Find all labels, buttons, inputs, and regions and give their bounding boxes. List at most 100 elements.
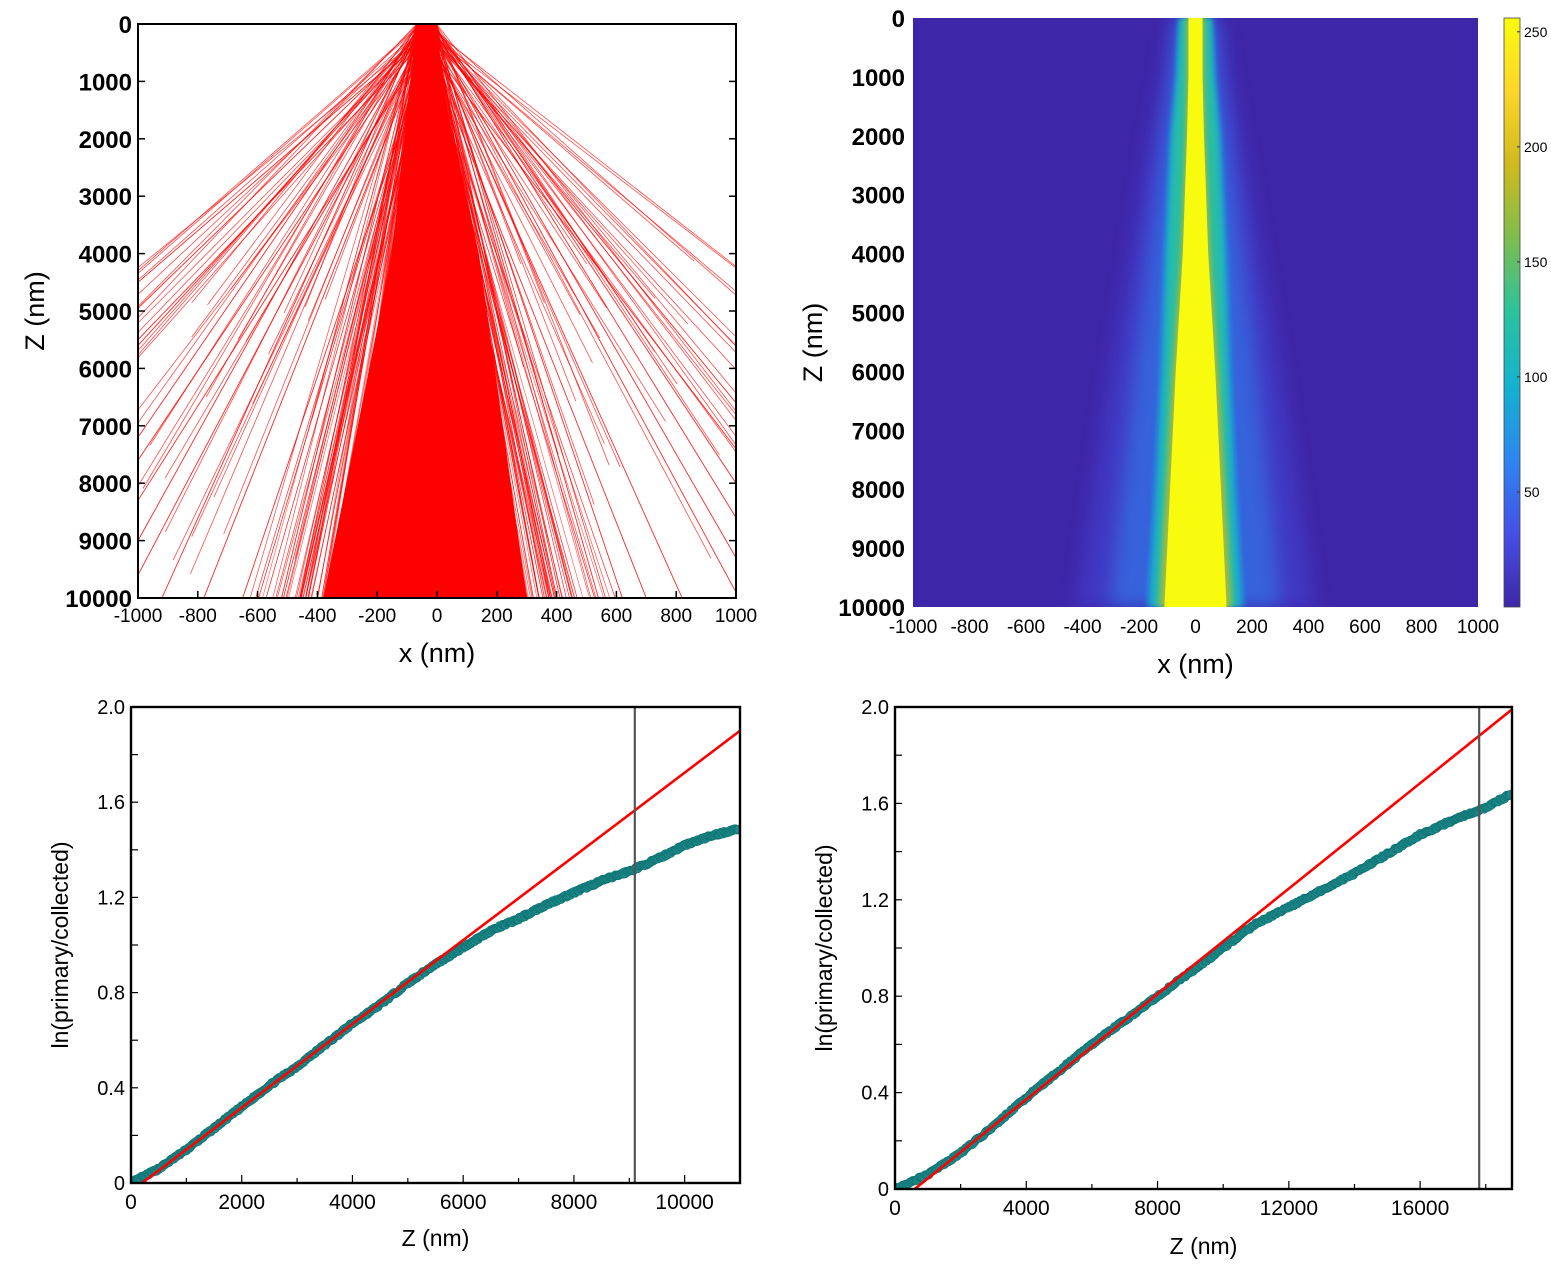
trajectory-line: [394, 29, 427, 598]
colorbar-tick-label: 100: [1524, 369, 1548, 385]
y-tick-label: 1.6: [97, 792, 125, 814]
x-axis-label: x (nm): [1157, 649, 1234, 679]
x-tick-label: 8000: [1134, 1197, 1181, 1220]
trajectory-line: [417, 24, 736, 370]
trajectory-line: [385, 24, 418, 598]
y-tick-label: 8000: [852, 477, 905, 504]
y-tick-label: 6000: [79, 356, 132, 383]
trajectory-line: [421, 24, 588, 265]
x-tick-label: 0: [432, 606, 443, 627]
x-tick-label: -800: [179, 606, 217, 627]
x-tick-label: 0: [889, 1197, 901, 1220]
trajectory-line: [433, 24, 474, 598]
x-tick-label: 800: [660, 606, 692, 627]
trajectory-line: [205, 24, 418, 398]
trajectory-line: [418, 29, 575, 598]
intensity-heatmap-panel: 50 100 150 200 250 -1000 -800 -600 -400 -200 0 200 4…: [776, 0, 1551, 680]
y-tick-label: 9000: [79, 529, 132, 556]
trajectory-line: [230, 24, 430, 290]
trajectory-line: [138, 24, 435, 411]
trajectory-line: [433, 24, 720, 456]
y-tick-label: 1000: [852, 65, 905, 92]
trajectory-line: [358, 29, 417, 598]
trajectory-line: [138, 29, 437, 501]
x-tick-label: 400: [541, 606, 573, 627]
plume-core: [1164, 18, 1227, 607]
trajectory-line: [420, 24, 555, 598]
trajectory-line: [428, 24, 736, 296]
y-tick-label: 1.2: [861, 890, 889, 912]
y-tick-label: 1.6: [861, 793, 889, 815]
trajectory-line: [367, 24, 432, 598]
trajectory-line: [421, 24, 425, 598]
trajectory-line: [149, 24, 422, 446]
trajectory-line: [417, 24, 460, 598]
trajectory-line: [337, 24, 427, 598]
x-tick-label: -600: [239, 606, 277, 627]
trajectory-line: [432, 24, 443, 598]
y-tick-label: 2.0: [97, 697, 125, 719]
x-tick-label: -200: [358, 606, 396, 627]
trajectory-line: [249, 24, 419, 598]
x-tick-label: -800: [950, 617, 988, 638]
y-tick-label: 0.4: [861, 1083, 889, 1105]
trajectory-line: [138, 29, 418, 438]
x-tick-label: 200: [1236, 617, 1268, 638]
trajectory-line: [304, 29, 418, 598]
trajectory-line: [420, 24, 656, 299]
plot-content: [131, 707, 740, 1183]
y-tick-label: 0.8: [861, 986, 889, 1008]
x-tick-label: 6000: [440, 1191, 487, 1214]
y-tick-label: 8000: [79, 471, 132, 498]
trajectory-line: [373, 24, 418, 598]
trajectory-line: [382, 24, 420, 598]
trajectory-line: [324, 24, 431, 300]
y-tick-label: 9000: [852, 536, 905, 563]
y-tick-label: 0: [892, 6, 905, 33]
x-tick-label: 600: [601, 606, 633, 627]
trajectory-line: [138, 24, 436, 324]
trajectory-line: [430, 29, 623, 598]
trajectory-line: [165, 24, 423, 533]
trajectory-line: [334, 24, 422, 598]
x-tick-label: 4000: [329, 1191, 376, 1214]
trajectory-line: [436, 29, 736, 518]
colorbar: [1503, 17, 1521, 608]
trajectory-line: [142, 24, 419, 489]
y-axis-label: Z (nm): [20, 271, 50, 350]
trajectory-line: [419, 24, 605, 598]
trajectory-line: [429, 24, 477, 598]
x-axis-label: x (nm): [399, 638, 476, 668]
y-tick-label: 0.4: [97, 1078, 125, 1100]
trajectory-line: [311, 24, 419, 419]
trajectory-line: [421, 24, 446, 598]
x-tick-label: 0: [1190, 617, 1201, 638]
y-tick-label: 4000: [852, 242, 905, 269]
trajectory-line: [429, 24, 559, 455]
trajectory-line: [433, 29, 736, 484]
trajectory-line: [416, 24, 601, 339]
trajectory-line: [428, 24, 524, 367]
fit-line: [913, 708, 1512, 1189]
y-axis-label: ln(primary/collected): [47, 841, 73, 1048]
trajectory-line: [422, 24, 456, 598]
attenuation-plot-right-panel: 0 4000 8000 12000 16000 0 0.4 0.8 1.2 1.6 2.0 Z (nm…: [776, 680, 1551, 1283]
trajectory-group: [138, 24, 736, 598]
trajectory-line: [207, 24, 418, 306]
trajectory-line: [245, 24, 437, 342]
trajectory-line: [415, 24, 421, 598]
trajectory-line: [417, 24, 736, 269]
colorbar-tick-label: 50: [1524, 484, 1540, 500]
trajectory-plot-panel: -1000 -800 -600 -400 -200 0 200 400 600 800 1000 0 1…: [0, 0, 775, 680]
fit-line: [141, 729, 740, 1183]
y-tick-label: 5000: [79, 299, 132, 326]
attenuation-plot-left: 0 2000 4000 6000 8000 10000 0 0.4 0.8 1.2 1.6 2.0 Z …: [47, 697, 742, 1251]
x-tick-label: 2000: [218, 1191, 265, 1214]
y-tick-label: 4000: [79, 242, 132, 269]
trajectory-plot: -1000 -800 -600 -400 -200 0 200 400 600 800 100001…: [20, 12, 757, 668]
trajectory-line: [426, 24, 595, 505]
y-tick-label: 2.0: [861, 697, 889, 719]
trajectory-line: [138, 24, 435, 333]
trajectory-line: [425, 24, 712, 559]
trajectory-line: [431, 24, 534, 598]
